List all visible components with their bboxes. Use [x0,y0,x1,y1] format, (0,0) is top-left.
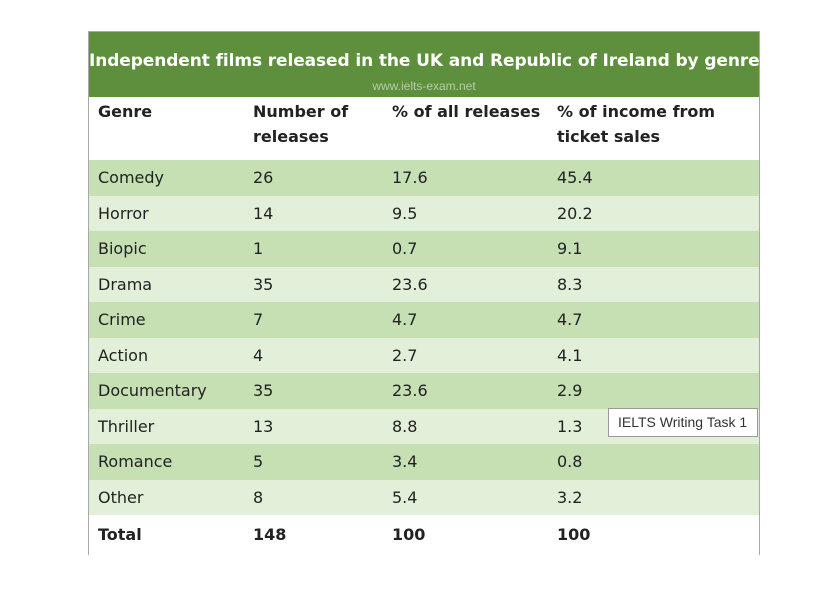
table-row: Comedy 26 17.6 45.4 [89,160,759,196]
cell-percent-releases: 17.6 [392,168,428,187]
header-percent-income-line1: % of income from [557,102,716,121]
header-genre-line1: Genre [98,102,153,121]
header-genre: Genre [98,99,152,124]
cell-percent-releases: 8.8 [392,416,418,436]
header-releases-line2: releases [253,127,329,146]
cell-percent-income: 45.4 [557,168,593,187]
cell-genre: Thriller [98,416,155,436]
cell-genre: Documentary [98,381,207,400]
watermark: www.ielts-exam.net [372,79,476,93]
table-row: Other 8 5.4 3.2 [89,479,759,515]
cell-percent-releases: 5.4 [392,487,418,507]
cell-genre: Crime [98,310,146,329]
header-releases: Number of releases [253,99,348,149]
table-title: Independent films released in the UK and… [89,51,813,71]
total-releases: 148 [253,525,287,544]
cell-genre: Romance [98,452,173,471]
cell-releases: 13 [253,416,274,436]
header-percent-income: % of income from ticket sales [557,99,715,149]
cell-genre: Drama [98,274,153,294]
table-row: Horror 14 9.5 20.2 [89,195,759,231]
cell-releases: 5 [253,452,264,471]
header-row: Genre Number of releases % of all releas… [89,97,759,160]
cell-percent-income: 1.3 [557,416,583,436]
table-row: Action 4 2.7 4.1 [89,337,759,373]
table-row: Drama 35 23.6 8.3 [89,266,759,302]
table-title-bar: Independent films released in the UK and… [89,32,813,97]
header-percent-releases: % of all releases [392,99,540,124]
cell-percent-releases: 4.7 [392,310,418,329]
cell-releases: 4 [253,345,264,365]
cell-percent-income: 3.2 [557,487,583,507]
cell-percent-income: 2.9 [557,381,583,400]
table-row: Documentary 35 23.6 2.9 [89,373,759,409]
cell-genre: Comedy [98,168,165,187]
cell-percent-releases: 23.6 [392,381,428,400]
cell-percent-income: 4.7 [557,310,583,329]
cell-percent-income: 9.1 [557,239,583,258]
header-percent-releases-line1: % of all releases [392,102,541,121]
table-row: Romance 5 3.4 0.8 [89,444,759,480]
task-label-box: IELTS Writing Task 1 [608,408,758,437]
cell-releases: 14 [253,203,274,223]
data-table: Independent films released in the UK and… [88,31,813,555]
cell-genre: Action [98,345,149,365]
cell-percent-releases: 23.6 [392,274,428,294]
cell-genre: Horror [98,203,149,223]
cell-percent-income: 8.3 [557,274,583,294]
header-percent-income-line2: ticket sales [557,127,661,146]
cell-genre: Biopic [98,239,147,258]
cell-releases: 8 [253,487,264,507]
cell-releases: 35 [253,274,274,294]
cell-releases: 1 [253,239,264,258]
total-row: Total 148 100 100 [89,515,759,555]
cell-percent-releases: 2.7 [392,345,418,365]
total-percent-releases: 100 [392,525,426,544]
cell-percent-income: 4.1 [557,345,583,365]
total-label: Total [98,525,142,544]
table-row: Biopic 1 0.7 9.1 [89,231,759,267]
cell-releases: 26 [253,168,274,187]
cell-releases: 7 [253,310,264,329]
cell-percent-releases: 0.7 [392,239,418,258]
table-row: Crime 7 4.7 4.7 [89,302,759,338]
cell-percent-releases: 3.4 [392,452,418,471]
cell-percent-income: 0.8 [557,452,583,471]
total-percent-income: 100 [557,525,591,544]
cell-releases: 35 [253,381,274,400]
cell-percent-income: 20.2 [557,203,593,223]
cell-percent-releases: 9.5 [392,203,418,223]
header-releases-line1: Number of [253,102,349,121]
cell-genre: Other [98,487,144,507]
